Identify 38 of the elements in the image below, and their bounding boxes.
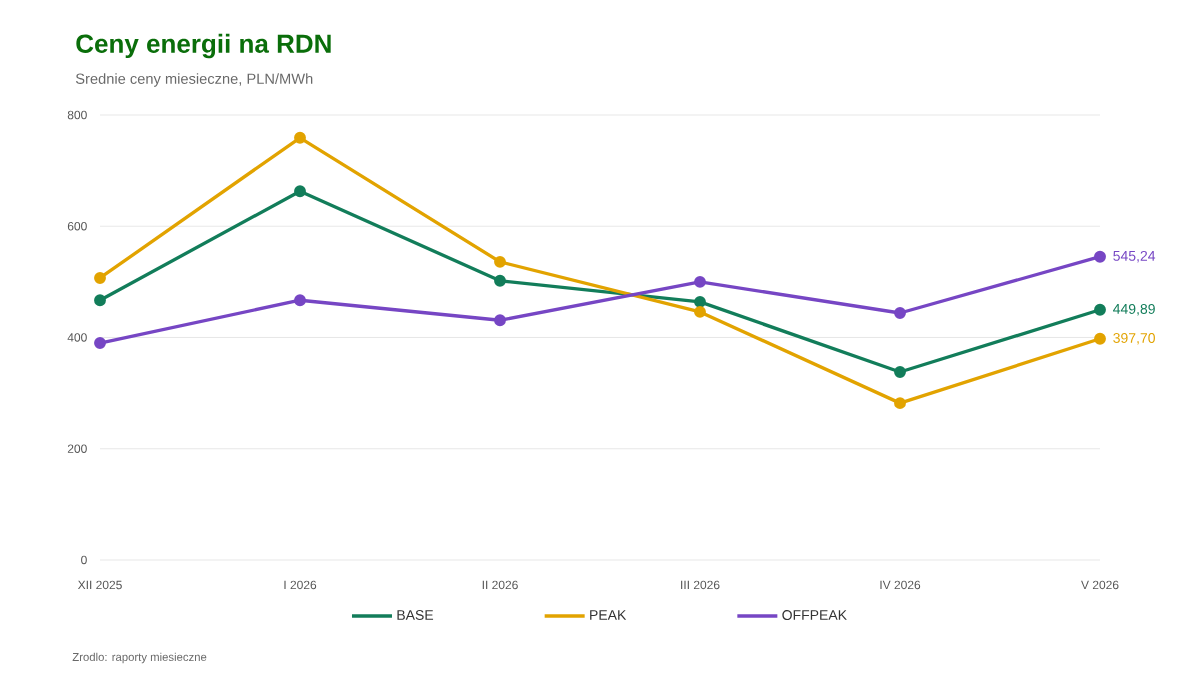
y-tick-label: 600 <box>67 221 87 231</box>
point <box>94 294 106 307</box>
y-tick-label: 800 <box>67 110 87 120</box>
legend-label: PEAK <box>590 610 627 620</box>
y-tick-label: 400 <box>67 333 87 342</box>
chart-subtitle: Srednie ceny miesieczne, PLN/MWh <box>75 73 313 87</box>
x-tick-label: I 2026 <box>284 580 317 590</box>
legend-label: OFFPEAK <box>782 610 847 621</box>
point <box>494 314 506 327</box>
x-tick-label: XII 2025 <box>77 580 122 590</box>
point <box>94 272 106 284</box>
point <box>894 307 906 319</box>
point <box>694 275 706 288</box>
y-tick-label: 0 <box>81 555 87 565</box>
data-label: 449,89 <box>1113 303 1155 316</box>
chart-title: Ceny energii na RDN <box>76 33 331 59</box>
y-tick-label: 200 <box>67 444 87 453</box>
point <box>494 274 506 287</box>
point <box>294 294 306 307</box>
point <box>94 337 106 349</box>
text: Zrodlo: raporty miesieczne <box>72 652 207 664</box>
point <box>894 366 906 378</box>
x-tick-label: II 2026 <box>482 580 518 590</box>
point <box>294 131 306 144</box>
point <box>694 295 706 308</box>
x-tick-label: III 2026 <box>681 580 720 590</box>
point <box>1094 303 1106 316</box>
x-tick-label: IV 2026 <box>880 580 921 590</box>
x-tick-label: V 2026 <box>1081 580 1119 590</box>
point <box>894 397 906 410</box>
legend-label: BASE <box>397 610 434 621</box>
point <box>294 185 306 198</box>
data-label: 545,24 <box>1113 250 1156 263</box>
point <box>1094 250 1106 263</box>
point <box>1094 332 1106 345</box>
point <box>494 255 506 268</box>
point <box>694 305 706 318</box>
data-label: 397,70 <box>1113 333 1155 345</box>
